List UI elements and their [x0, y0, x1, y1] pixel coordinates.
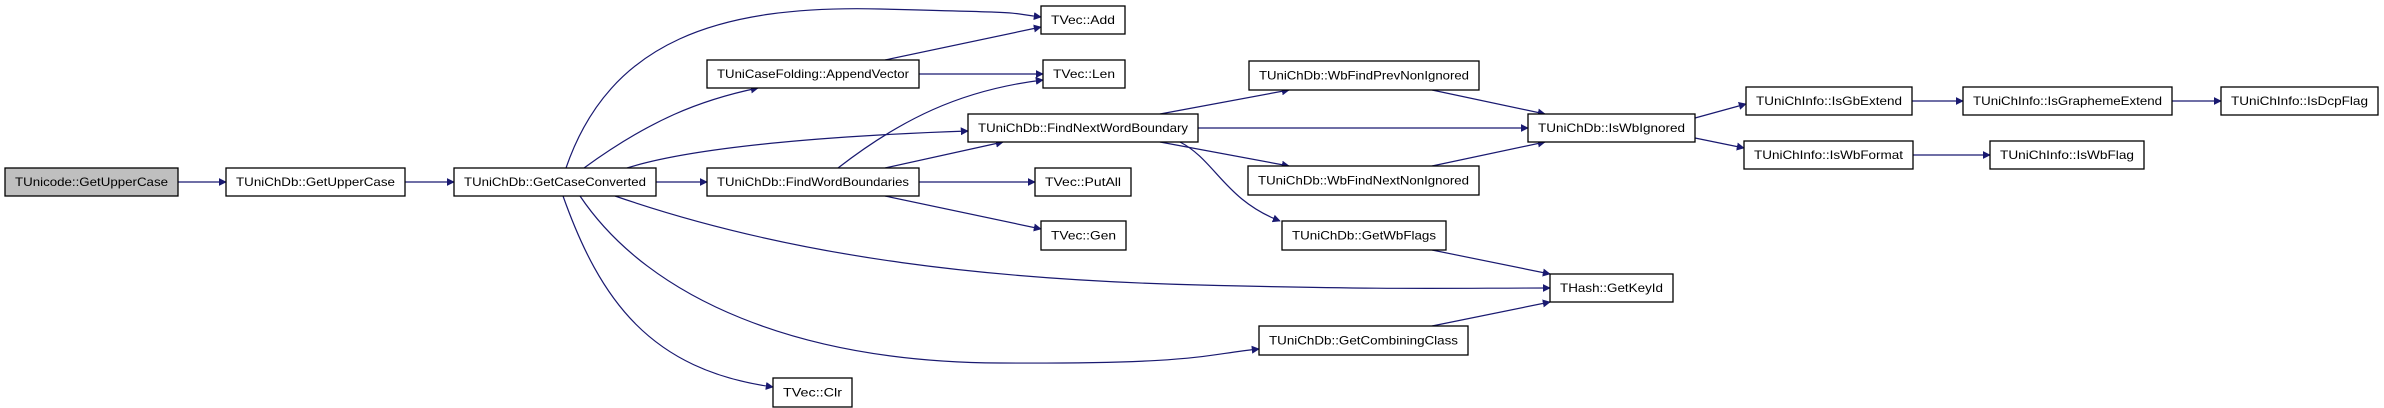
node-label: TUniChDb::GetCombiningClass — [1269, 334, 1458, 348]
node-label: TUniChDb::IsWbIgnored — [1538, 121, 1685, 135]
node-box — [967, 113, 1199, 143]
nodes: TUnicode::GetUpperCase TUniChDb::GetUpper… — [4, 5, 2379, 408]
node-box — [1745, 86, 1913, 116]
node-label: TUniChInfo::IsDcpFlag — [2231, 94, 2368, 108]
edge-tunichdb-getcaseconverted-to-thash-getkeyid — [614, 195, 1551, 293]
edges — [178, 8, 2222, 390]
node-box — [772, 377, 853, 408]
node-box — [706, 59, 920, 89]
edge-tunichdb-findwordboundaries-to-tunichdb-findnextwordboundary — [884, 139, 1004, 169]
edge-tunichdb-findwordboundaries-to-tvec-gen — [884, 195, 1042, 232]
node-label: TVec::PutAll — [1045, 175, 1121, 189]
node-tunichdb-iswbignored[interactable]: TUniChDb::IsWbIgnored — [1527, 113, 1696, 143]
node-tunichinfo-isgbextend[interactable]: TUniChInfo::IsGbExtend — [1745, 86, 1913, 116]
node-tunichdb-getcombiningclass[interactable]: TUniChDb::GetCombiningClass — [1258, 325, 1469, 356]
node-box — [2220, 86, 2379, 116]
node-label: TUniChInfo::IsGbExtend — [1756, 94, 1902, 108]
node-label: TUniChDb::WbFindPrevNonIgnored — [1259, 69, 1469, 83]
node-box — [1549, 273, 1674, 303]
node-tunichinfo-iswbflag[interactable]: TUniChInfo::IsWbFlag — [1989, 140, 2145, 170]
edge-tunichdb-findwordboundaries-to-tvec-len — [837, 76, 1044, 169]
node-label: TUniChDb::GetCaseConverted — [464, 175, 646, 189]
edge-tunichdb-getcaseconverted-to-tunichdb-getcombiningclass — [579, 195, 1260, 364]
node-box — [1989, 140, 2145, 170]
node-box — [1743, 140, 1914, 170]
node-label: TVec::Len — [1053, 67, 1115, 81]
node-tvec-len[interactable]: TVec::Len — [1042, 59, 1126, 89]
node-label: TUniChInfo::IsWbFormat — [1754, 148, 1904, 162]
node-label: TUniChDb::GetWbFlags — [1292, 229, 1436, 243]
node-box — [1042, 59, 1126, 89]
node-box — [1281, 220, 1447, 251]
node-label: TUniChDb::FindWordBoundaries — [717, 175, 909, 189]
node-box — [1248, 60, 1480, 91]
edge-tunichdb-getcaseconverted-to-tvec-add — [565, 8, 1042, 169]
node-label: TVec::Add — [1051, 13, 1115, 27]
node-box — [1962, 86, 2173, 116]
node-box — [1040, 220, 1127, 251]
edge-tunichdb-wbfindprevnonignored-to-tunichdb-iswbignored — [1431, 89, 1546, 117]
node-box — [4, 167, 179, 197]
node-label: TUniChDb::FindNextWordBoundary — [978, 121, 1188, 135]
node-tunichdb-findnextwordboundary[interactable]: TUniChDb::FindNextWordBoundary — [967, 113, 1199, 143]
edge-tunichdb-getcaseconverted-to-tvec-clr — [562, 195, 774, 390]
edge-tunichdb-wbfindnextnonignored-to-tunichdb-iswbignored — [1431, 139, 1546, 167]
edge-tunichdb-findnextwordboundary-to-tunichdb-wbfindprevnonignored — [1159, 87, 1290, 115]
node-label: THash::GetKeyId — [1560, 281, 1663, 295]
node-box — [1034, 167, 1132, 197]
node-box — [453, 167, 657, 197]
node-tvec-add[interactable]: TVec::Add — [1040, 5, 1126, 35]
edge-tunichdb-iswbignored-to-tunichinfo-isgbextend — [1694, 102, 1747, 119]
edge-tunichdb-getcaseconverted-to-tunicasefolding-appendvector — [583, 85, 759, 169]
node-label: TUniChDb::GetUpperCase — [236, 175, 395, 189]
node-label: TUniChInfo::IsWbFlag — [2000, 148, 2134, 162]
node-tunichdb-findwordboundaries[interactable]: TUniChDb::FindWordBoundaries — [706, 167, 920, 197]
node-label: TUnicode::GetUpperCase — [15, 175, 168, 189]
node-label: TUniChInfo::IsGraphemeExtend — [1973, 94, 2162, 108]
node-tunicode-getuppercase[interactable]: TUnicode::GetUpperCase — [4, 167, 179, 197]
node-tunichdb-getuppercase[interactable]: TUniChDb::GetUpperCase — [225, 167, 406, 197]
node-tunicasefolding-appendvector[interactable]: TUniCaseFolding::AppendVector — [706, 59, 920, 89]
node-tvec-putall[interactable]: TVec::PutAll — [1034, 167, 1132, 197]
node-tunichdb-wbfindprevnonignored[interactable]: TUniChDb::WbFindPrevNonIgnored — [1248, 60, 1480, 91]
edge-tunichdb-findnextwordboundary-to-tunichdb-wbfindnextnonignored — [1159, 141, 1290, 169]
node-tunichdb-getwbflags[interactable]: TUniChDb::GetWbFlags — [1281, 220, 1447, 251]
node-label: TVec::Gen — [1051, 229, 1116, 243]
node-box — [706, 167, 920, 197]
node-tunichdb-getcaseconverted[interactable]: TUniChDb::GetCaseConverted — [453, 167, 657, 197]
node-tunichinfo-iswbformat[interactable]: TUniChInfo::IsWbFormat — [1743, 140, 1914, 170]
node-tunichinfo-isgraphemeextend[interactable]: TUniChInfo::IsGraphemeExtend — [1962, 86, 2173, 116]
edge-tunichdb-iswbignored-to-tunichinfo-iswbformat — [1694, 137, 1745, 151]
node-box — [1258, 325, 1469, 356]
node-label: TUniCaseFolding::AppendVector — [717, 67, 909, 81]
node-box — [1527, 113, 1696, 143]
node-thash-getkeyid[interactable]: THash::GetKeyId — [1549, 273, 1674, 303]
edge-tunichdb-getcaseconverted-to-tunichdb-findnextwordboundary — [626, 127, 969, 169]
edge-tunichdb-findnextwordboundary-to-tunichdb-getwbflags — [1179, 141, 1281, 223]
node-tvec-gen[interactable]: TVec::Gen — [1040, 220, 1127, 251]
edge-tunicasefolding-appendvector-to-tvec-add — [884, 24, 1042, 61]
node-tunichinfo-isdcpflag[interactable]: TUniChInfo::IsDcpFlag — [2220, 86, 2379, 116]
node-label: TUniChDb::WbFindNextNonIgnored — [1258, 174, 1469, 188]
edge-tunichdb-getwbflags-to-thash-getkeyid — [1431, 249, 1551, 277]
node-box — [1247, 165, 1480, 196]
node-label: TVec::Clr — [783, 386, 842, 400]
edge-tunichdb-getcombiningclass-to-thash-getkeyid — [1431, 299, 1551, 327]
node-tunichdb-wbfindnextnonignored[interactable]: TUniChDb::WbFindNextNonIgnored — [1247, 165, 1480, 196]
node-tvec-clr[interactable]: TVec::Clr — [772, 377, 853, 408]
node-box — [1040, 5, 1126, 35]
node-box — [225, 167, 406, 197]
